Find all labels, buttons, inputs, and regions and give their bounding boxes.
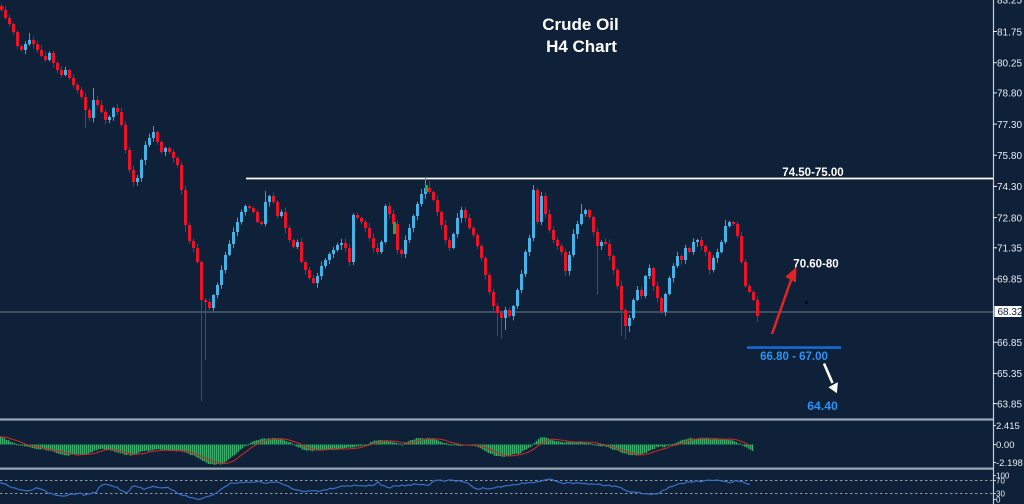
- svg-text:75.80: 75.80: [997, 151, 1022, 162]
- svg-text:H4 Chart: H4 Chart: [546, 37, 617, 56]
- svg-text:77.30: 77.30: [997, 120, 1022, 131]
- svg-text:78.80: 78.80: [997, 89, 1022, 100]
- svg-text:Crude Oil: Crude Oil: [542, 15, 619, 34]
- svg-text:83.25: 83.25: [997, 0, 1022, 6]
- svg-text:65.35: 65.35: [997, 369, 1022, 380]
- svg-text:30: 30: [996, 490, 1005, 499]
- svg-text:81.75: 81.75: [997, 27, 1022, 38]
- svg-text:2.415: 2.415: [996, 421, 1020, 432]
- svg-text:68.32: 68.32: [998, 307, 1023, 318]
- svg-text:74.50-75.00: 74.50-75.00: [782, 167, 843, 179]
- svg-text:71.35: 71.35: [997, 244, 1022, 255]
- svg-text:64.40: 64.40: [807, 399, 838, 413]
- svg-text:66.80 - 67.00: 66.80 - 67.00: [760, 351, 828, 363]
- svg-text:72.80: 72.80: [997, 213, 1022, 224]
- svg-text:-2.198: -2.198: [996, 458, 1023, 469]
- svg-text:70.60-80: 70.60-80: [793, 259, 838, 271]
- svg-text:0: 0: [996, 496, 1001, 504]
- svg-text:70: 70: [996, 477, 1005, 486]
- svg-text:74.30: 74.30: [997, 182, 1022, 193]
- svg-text:66.85: 66.85: [997, 338, 1022, 349]
- svg-text:69.85: 69.85: [997, 275, 1022, 286]
- svg-text:80.25: 80.25: [997, 59, 1022, 70]
- svg-text:100: 100: [996, 472, 1010, 481]
- svg-text:63.85: 63.85: [997, 399, 1022, 410]
- svg-text:0.00: 0.00: [996, 440, 1015, 451]
